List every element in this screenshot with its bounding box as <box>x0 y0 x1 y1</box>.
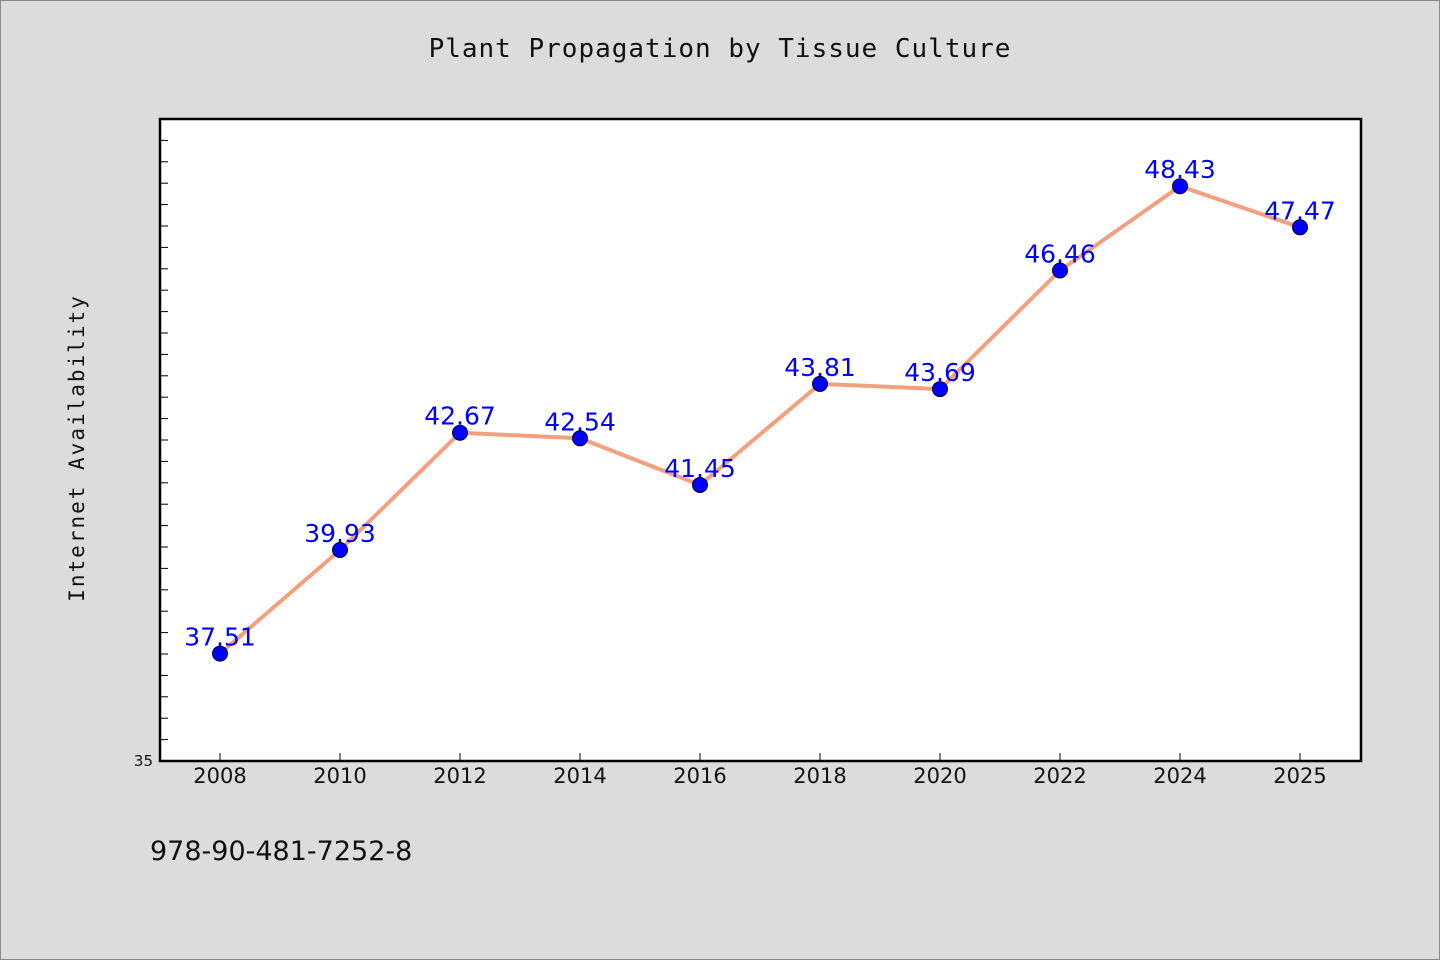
y-tick-label: 35 <box>134 752 153 770</box>
data-point-marker <box>692 476 708 493</box>
data-label: 39.93 <box>304 519 376 548</box>
y-axis-ticks <box>160 139 168 741</box>
data-label: 47.47 <box>1264 196 1336 225</box>
x-tick-label: 2022 <box>1033 764 1086 788</box>
data-label: 48.43 <box>1144 155 1216 184</box>
x-tick-label: 2008 <box>193 764 246 788</box>
data-point-marker <box>452 424 468 441</box>
data-point-marker <box>1052 262 1068 279</box>
x-tick-label: 2014 <box>553 764 606 788</box>
data-label: 43.69 <box>904 358 976 387</box>
x-tick-label: 2020 <box>913 764 966 788</box>
x-tick-label: 2012 <box>433 764 486 788</box>
data-point-marker <box>332 541 348 558</box>
x-tick-label: 2025 <box>1273 764 1326 788</box>
data-label: 46.46 <box>1024 240 1096 269</box>
footer-code: 978-90-481-7252-8 <box>150 836 413 867</box>
chart-title: Plant Propagation by Tissue Culture <box>428 34 1012 64</box>
data-point-marker <box>1292 219 1308 236</box>
x-axis-ticks: 2008 2010 2012 2014 2016 2018 2020 2022 2024 2025 <box>193 753 1327 788</box>
data-point-marker <box>572 430 588 447</box>
x-tick-label: 2016 <box>673 764 726 788</box>
x-tick-label: 2010 <box>313 764 366 788</box>
data-label: 43.81 <box>784 353 856 382</box>
data-point-marker <box>212 645 228 662</box>
x-tick-label: 2024 <box>1153 764 1206 788</box>
data-label: 42.54 <box>544 407 616 436</box>
data-label: 37.51 <box>184 623 256 652</box>
data-point-marker <box>812 375 828 392</box>
data-label: 41.45 <box>664 454 736 483</box>
data-point-marker <box>932 381 948 398</box>
x-tick-label: 2018 <box>793 764 846 788</box>
series-group: 37.51 39.93 42.67 42.54 41.45 43.81 43.69 46.46… <box>184 155 1336 662</box>
data-point-marker <box>1172 178 1188 195</box>
series-line <box>218 184 1302 656</box>
plot-area <box>158 117 1363 763</box>
data-label: 42.67 <box>424 402 496 431</box>
